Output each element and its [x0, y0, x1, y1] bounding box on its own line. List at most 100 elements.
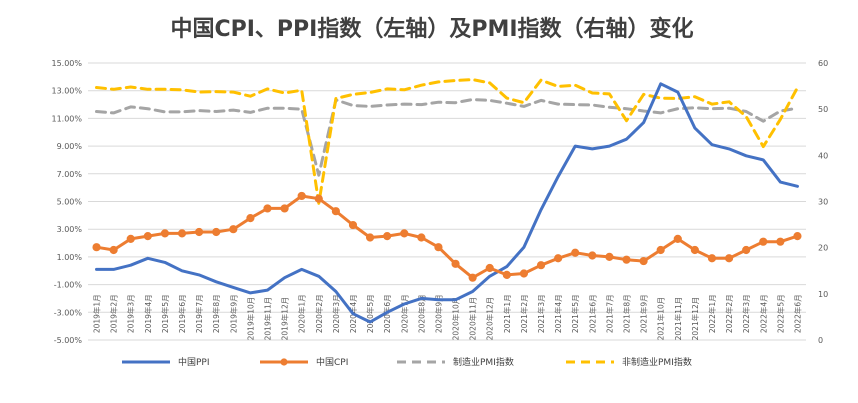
legend: 中国PPI 中国CPI 制造业PMI指数 非制造业PMI指数	[122, 356, 692, 368]
cpi-point	[434, 243, 443, 252]
x-tick-label: 2020年3月	[331, 294, 341, 333]
cpi-point	[365, 233, 375, 242]
right-tick-label: 60	[818, 59, 828, 68]
legend-label-2: 中国CPI	[316, 356, 348, 368]
cpi-point	[297, 191, 306, 201]
right-tick-label: 50	[818, 105, 828, 114]
x-tick-label: 2020年8月	[416, 294, 426, 333]
cpi-point	[92, 243, 101, 252]
x-tick-label: 2022年2月	[724, 294, 734, 333]
x-tick-label: 2021年6月	[587, 294, 597, 333]
cpi-point	[502, 270, 511, 280]
x-tick-label: 2019年1月	[92, 294, 102, 333]
cpi-point	[126, 234, 135, 243]
x-tick-label: 2021年3月	[536, 294, 546, 333]
x-tick-label: 2022年6月	[792, 294, 802, 333]
cpi-point	[280, 204, 289, 213]
legend-label-3: 制造业PMI指数	[453, 356, 514, 368]
x-tick-label: 2019年10月	[245, 297, 255, 341]
cpi-point	[759, 237, 768, 246]
cpi-point	[468, 273, 477, 282]
x-tick-label: 2019年4月	[143, 294, 153, 333]
cpi-point	[742, 245, 751, 255]
x-tick-label: 2022年3月	[741, 294, 751, 333]
x-tick-label: 2022年1月	[707, 294, 717, 333]
cpi-point	[639, 256, 648, 266]
left-tick-label: 15.00%	[51, 59, 82, 68]
right-tick-label: 0	[818, 336, 823, 345]
x-axis-ticks: 2019年1月 2019年2月 2019年3月 2019年4月 2019年5月 2019年…	[92, 294, 803, 340]
left-tick-label: 11.00%	[51, 114, 82, 123]
chart-title: 中国CPI、PPI指数（左轴）及PMI指数（右轴）变化	[170, 16, 693, 42]
x-tick-label: 2021年4月	[553, 294, 563, 333]
x-tick-label: 2020年9月	[433, 294, 443, 333]
right-tick-label: 40	[818, 151, 828, 160]
right-tick-label: 30	[818, 198, 828, 207]
right-tick-label: 20	[818, 244, 828, 253]
x-tick-label: 2021年8月	[622, 294, 632, 333]
x-tick-label: 2021年5月	[570, 294, 580, 333]
x-tick-label: 2019年11月	[263, 297, 273, 341]
cpi-point	[690, 245, 699, 255]
cpi-point	[314, 194, 323, 203]
cpi-point	[451, 259, 460, 268]
cpi-point	[400, 229, 409, 238]
legend-marker	[280, 358, 288, 366]
cpi-point	[212, 227, 221, 237]
x-tick-label: 2021年9月	[639, 294, 649, 333]
left-tick-label: 13.00%	[51, 87, 82, 96]
x-tick-label: 2019年6月	[177, 294, 187, 333]
x-tick-label: 2020年5月	[365, 294, 375, 333]
cpi-point	[673, 234, 682, 243]
cpi-point	[229, 225, 238, 234]
cpi-point	[707, 254, 717, 263]
x-tick-label: 2019年5月	[160, 294, 170, 333]
cpi-point	[331, 207, 340, 216]
cpi-point	[417, 233, 426, 242]
cpi-point	[571, 248, 580, 257]
left-tick-label: 7.00%	[57, 170, 83, 179]
cpi-point	[485, 263, 494, 273]
left-tick-label: -1.00%	[54, 281, 83, 290]
cpi-point	[776, 237, 785, 246]
x-tick-label: 2020年12月	[485, 297, 495, 341]
left-tick-label: 5.00%	[57, 198, 83, 207]
cpi-point	[588, 251, 597, 260]
x-tick-label: 2021年10月	[656, 297, 666, 341]
series-line-4	[95, 78, 799, 205]
cpi-point	[109, 245, 118, 255]
cpi-point	[383, 232, 392, 241]
x-tick-label: 2022年5月	[775, 294, 785, 333]
cpi-point	[246, 214, 255, 223]
left-tick-label: 3.00%	[57, 225, 83, 234]
cpi-point	[724, 254, 734, 263]
cpi-point	[143, 232, 152, 241]
x-tick-label: 2019年8月	[211, 294, 221, 333]
cpi-point	[519, 269, 529, 278]
x-tick-label: 2020年10月	[451, 297, 461, 341]
cpi-point	[622, 255, 631, 264]
left-tick-label: -5.00%	[54, 336, 83, 345]
right-tick-label: 10	[818, 290, 828, 299]
series-line-3	[95, 98, 799, 177]
series-line-2	[95, 194, 799, 280]
cpi-point	[177, 229, 187, 238]
x-tick-label: 2019年12月	[280, 297, 290, 341]
cpi-point	[195, 227, 204, 237]
cpi-point	[793, 232, 802, 241]
left-tick-label: 9.00%	[57, 142, 83, 151]
cpi-point	[160, 229, 170, 238]
series-layer	[92, 78, 802, 324]
x-tick-label: 2021年11月	[673, 297, 683, 341]
x-tick-label: 2019年3月	[126, 294, 136, 333]
cpi-point	[348, 220, 358, 230]
x-tick-label: 2021年7月	[604, 294, 614, 333]
x-tick-label: 2021年1月	[502, 294, 512, 333]
x-tick-label: 2021年12月	[690, 297, 700, 341]
series-line-1	[95, 82, 799, 324]
cpi-point	[536, 261, 546, 270]
left-axis-ticks: 15.00% 13.00% 11.00% 9.00% 7.00% 5.00% 3.00% 1.…	[51, 59, 82, 345]
x-tick-label: 2022年4月	[758, 294, 768, 333]
x-tick-label: 2020年1月	[297, 294, 307, 333]
